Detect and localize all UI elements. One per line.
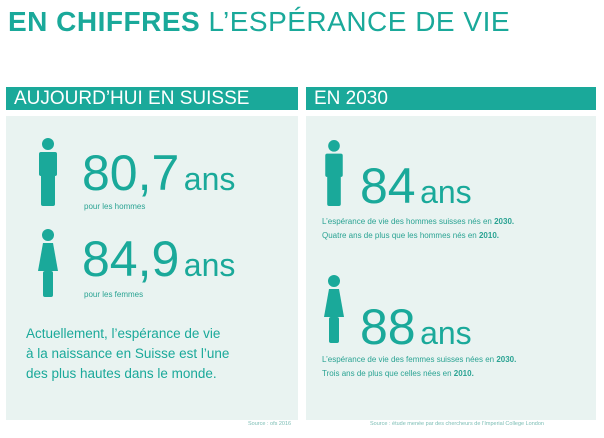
header-2030: EN 2030 — [306, 87, 596, 110]
description-line-2: à la naissance en Suisse est l’une — [26, 346, 230, 361]
page-title: EN CHIFFRES L’ESPÉRANCE DE VIE — [8, 6, 510, 38]
men-value: 80,7 — [82, 145, 180, 201]
men-life-expectancy-2030: 84 ans — [360, 161, 472, 211]
women-value: 84,9 — [82, 231, 180, 287]
description: Actuellement, l’espérance de vie à la na… — [26, 324, 229, 384]
women-2030-note-line-2: Trois ans de plus que celles nées en 201… — [322, 369, 474, 378]
panel-2030 — [306, 116, 596, 420]
source-2030: Source : étude menée par des chercheurs … — [370, 421, 544, 427]
female-person-icon — [324, 275, 344, 343]
women-2030-unit: ans — [420, 315, 472, 351]
header-today: AUJOURD’HUI EN SUISSE — [6, 87, 298, 110]
men-2030-note-line-1: L’espérance de vie des hommes suisses né… — [322, 217, 515, 226]
men-2030-note-line-2: Quatre ans de plus que les hommes nés en… — [322, 231, 500, 240]
men-unit: ans — [183, 161, 236, 197]
women-unit: ans — [183, 247, 236, 283]
men-2030-note: L’espérance de vie des hommes suisses né… — [322, 215, 514, 243]
title-bold: EN CHIFFRES — [8, 6, 201, 37]
women-label: pour les femmes — [84, 290, 144, 299]
men-2030-unit: ans — [420, 174, 472, 210]
male-person-icon — [39, 138, 57, 206]
description-line-1: Actuellement, l’espérance de vie — [26, 326, 221, 341]
women-2030-note-line-1: L’espérance de vie des femmes suisses né… — [322, 355, 517, 364]
women-life-expectancy-today: 84,9 ans — [82, 234, 235, 284]
female-person-icon — [38, 229, 58, 297]
women-2030-note: L’espérance de vie des femmes suisses né… — [322, 353, 516, 381]
male-person-icon — [325, 140, 343, 206]
men-life-expectancy-today: 80,7 ans — [82, 148, 235, 198]
women-2030-value: 88 — [360, 299, 416, 355]
women-life-expectancy-2030: 88 ans — [360, 302, 472, 352]
men-2030-value: 84 — [360, 158, 416, 214]
source-today: Source : ofs 2016 — [248, 421, 292, 427]
title-light: L’ESPÉRANCE DE VIE — [208, 6, 511, 37]
men-label: pour les hommes — [84, 202, 146, 211]
description-line-3: des plus hautes dans le monde. — [26, 366, 217, 381]
